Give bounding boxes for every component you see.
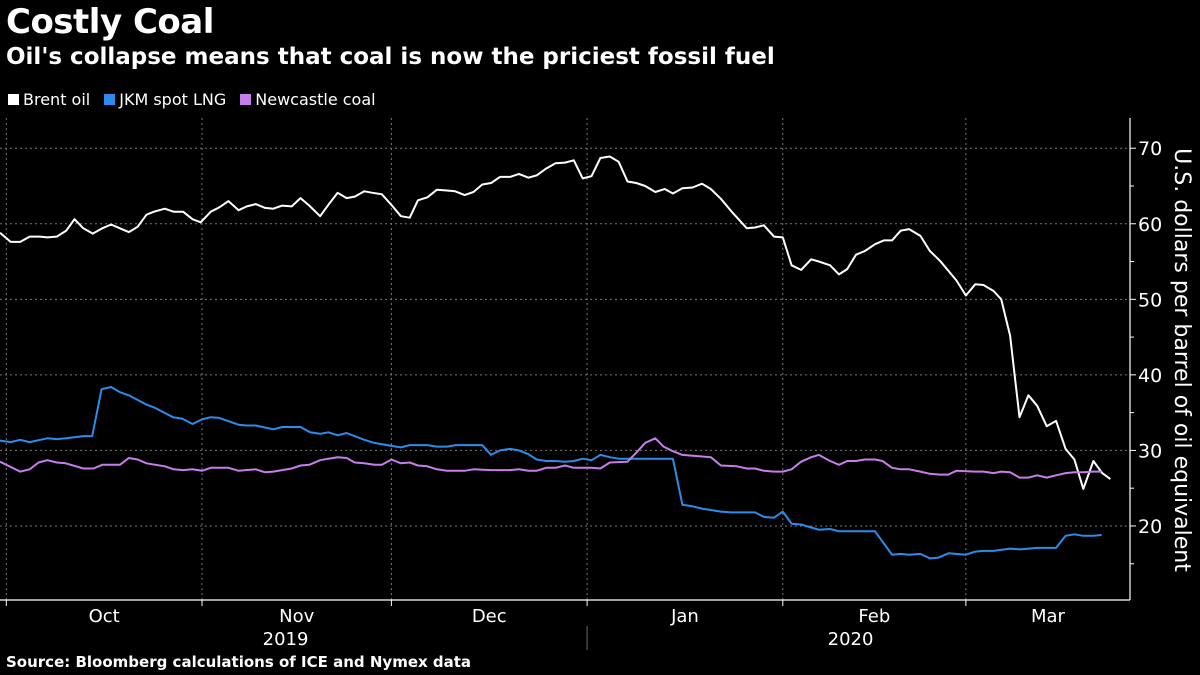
legend-item-coal: Newcastle coal [240,90,376,109]
chart-subtitle: Oil's collapse means that coal is now th… [6,44,775,70]
x-tick-label: Jan [670,606,699,627]
legend-label-brent: Brent oil [23,90,91,109]
legend-swatch-jkm [104,94,116,105]
legend: Brent oil JKM spot LNG Newcastle coal [8,90,376,109]
legend-item-jkm: JKM spot LNG [104,90,226,109]
y-tick-label: 60 [1138,214,1162,236]
y-tick-label: 30 [1138,440,1162,462]
x-year-label: 2020 [828,629,874,650]
y-tick-label: 20 [1138,516,1162,538]
y-axis-label: U.S. dollars per barrel of oil equivalen… [1169,148,1194,572]
y-tick-label: 70 [1138,138,1162,160]
x-year-label: 2019 [263,629,309,650]
series-line-brent-oil [0,155,1111,490]
x-tick-label: Dec [472,606,507,627]
x-tick-label: Nov [279,606,314,627]
chart-title: Costly Coal [6,2,214,42]
y-tick-label: 40 [1138,365,1162,387]
legend-label-coal: Newcastle coal [255,90,376,109]
x-tick-label: Mar [1031,606,1066,627]
legend-label-jkm: JKM spot LNG [119,90,227,109]
source-note: Source: Bloomberg calculations of ICE an… [6,653,472,671]
series-line-newcastle-coal [0,437,1102,479]
legend-item-brent: Brent oil [8,90,90,109]
x-tick-label: Feb [858,606,890,627]
legend-swatch-brent [8,94,19,105]
series-line-jkm-spot-lng [0,386,1102,560]
y-tick-label: 50 [1138,289,1162,311]
legend-swatch-coal [240,94,252,105]
x-tick-label: Oct [89,606,120,627]
